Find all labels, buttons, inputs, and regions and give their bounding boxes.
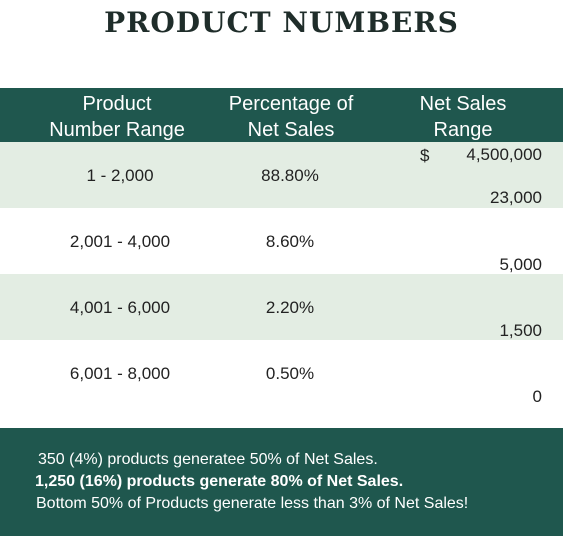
sales-bottom-cell: 0	[532, 387, 542, 406]
percent-cell: 0.50%	[265, 364, 315, 383]
sales-bottom-cell: 5,000	[499, 255, 542, 274]
percent-cell: 88.80%	[261, 166, 319, 185]
range-cell: 4,001 - 6,000	[69, 298, 171, 317]
summary-line-3: Bottom 50% of Products generate less tha…	[36, 495, 469, 512]
header-percentage-net-sales: Percentage of Net Sales	[228, 93, 354, 141]
header-product-number-range: Product Number Range	[49, 93, 185, 141]
table-row: 1 - 2,000 88.80% $ 4,500,000 23,000	[0, 142, 563, 208]
currency-symbol: $	[420, 146, 430, 165]
range-cell: 6,001 - 8,000	[69, 364, 171, 383]
header-net-sales-range: Net Sales Range	[419, 93, 507, 141]
table-row: 6,001 - 8,000 0.50% 0	[0, 340, 563, 406]
table-row: 4,001 - 6,000 2.20% 1,500	[0, 274, 563, 340]
summary-line-2: 1,250 (16%) products generate 80% of Net…	[35, 473, 404, 490]
range-cell: 2,001 - 4,000	[69, 232, 171, 251]
percent-cell: 8.60%	[265, 232, 315, 251]
percent-cell: 2.20%	[265, 298, 315, 317]
table-row: 2,001 - 4,000 8.60% 5,000	[0, 208, 563, 274]
summary-line-1: 350 (4%) products generatee 50% of Net S…	[38, 451, 378, 468]
range-cell: 1 - 2,000	[86, 166, 154, 185]
page-title: PRODUCT NUMBERS	[104, 6, 459, 39]
sales-bottom-cell: 1,500	[499, 321, 542, 340]
summary-footer: 350 (4%) products generatee 50% of Net S…	[0, 428, 563, 536]
sales-bottom-cell: 23,000	[490, 188, 542, 207]
sales-top-cell: 4,500,000	[466, 145, 542, 164]
table-header: Product Number Range Percentage of Net S…	[0, 88, 563, 142]
